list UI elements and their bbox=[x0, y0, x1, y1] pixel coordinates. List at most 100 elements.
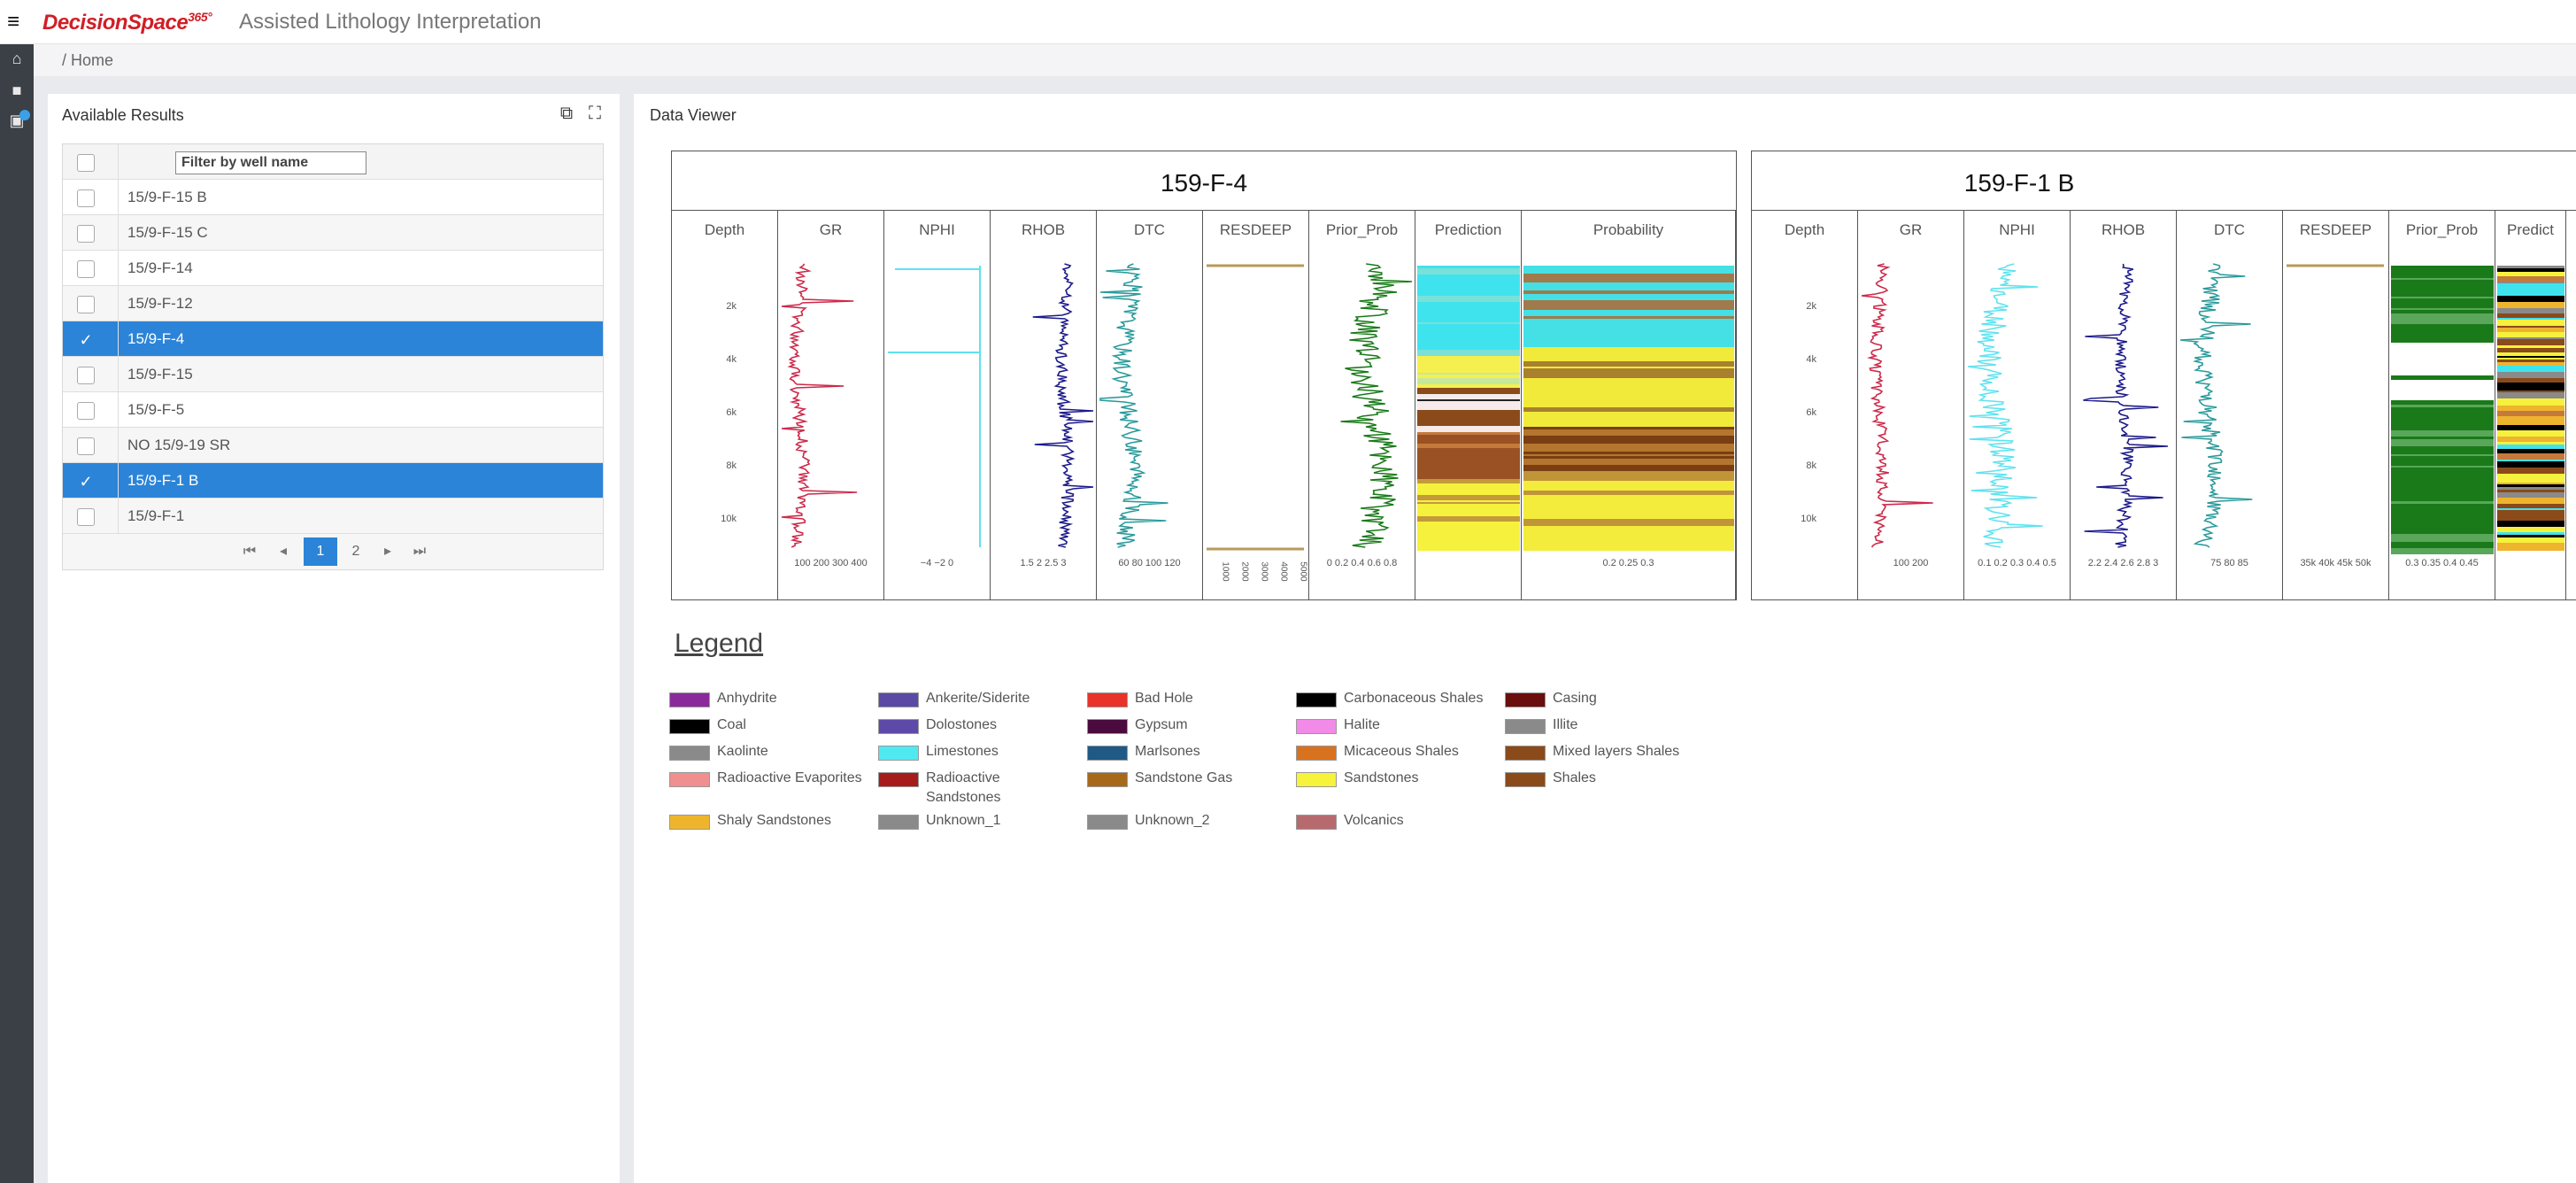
lithology-band bbox=[1417, 292, 1520, 296]
legend-item: Dolostones bbox=[878, 715, 1082, 735]
row-checkbox[interactable] bbox=[77, 402, 95, 420]
table-row[interactable]: 15/9-F-12 bbox=[63, 286, 603, 321]
sidebar: ⌂ ■ ▣ bbox=[0, 44, 34, 1183]
lithology-band bbox=[1523, 421, 1734, 427]
depth-tick: 10k bbox=[721, 514, 737, 524]
track-label: RHOB bbox=[1021, 221, 1066, 238]
lithology-band bbox=[1417, 526, 1520, 530]
row-checkbox[interactable] bbox=[77, 296, 95, 313]
lithology-band bbox=[1523, 368, 1734, 373]
axis-ticks: 75 80 85 bbox=[2210, 558, 2248, 568]
lithology-band bbox=[2391, 282, 2494, 285]
legend-swatch bbox=[1296, 746, 1337, 761]
home-icon[interactable]: ⌂ bbox=[12, 50, 22, 67]
lithology-band bbox=[2497, 510, 2564, 516]
track-container: Depth 2k 4k 6k 8k 10k GR 100 200 NPHI 0.1 0.2 0.3… bbox=[1752, 210, 2576, 599]
lithology-band bbox=[1523, 534, 1734, 536]
lithology-band bbox=[1523, 373, 1734, 375]
last-page-icon[interactable]: ⏭ bbox=[413, 544, 427, 559]
depth-tick: 4k bbox=[1806, 354, 1816, 365]
lithology-band bbox=[1417, 356, 1520, 360]
track-depth: Depth 2k 4k 6k 8k 10k bbox=[672, 211, 778, 600]
lithology-band bbox=[1417, 479, 1520, 483]
lithology-band bbox=[2497, 392, 2564, 398]
lithology-band bbox=[2391, 446, 2494, 448]
page-1-button[interactable]: 1 bbox=[304, 537, 337, 566]
page-2-button[interactable]: 2 bbox=[351, 544, 360, 559]
depth-tick: 6k bbox=[726, 407, 737, 418]
lithology-band bbox=[1417, 426, 1520, 432]
lithology-band bbox=[2391, 542, 2494, 546]
table-row[interactable]: ✓ 15/9-F-1 B bbox=[63, 463, 603, 499]
row-checkbox[interactable] bbox=[77, 508, 95, 526]
lithology-band bbox=[1417, 401, 1520, 407]
legend-swatch bbox=[878, 692, 919, 707]
prev-page-icon[interactable]: ◂ bbox=[279, 544, 288, 559]
table-row[interactable]: 15/9-F-1 bbox=[63, 499, 603, 534]
legend-item: Coal bbox=[669, 715, 873, 735]
lithology-band bbox=[2391, 454, 2494, 456]
legend-item: Shaly Sandstones bbox=[669, 811, 873, 831]
table-row[interactable]: 15/9-F-15 bbox=[63, 357, 603, 392]
lithology-band bbox=[1523, 500, 1734, 503]
table-row[interactable]: 15/9-F-15 B bbox=[63, 180, 603, 215]
track-label: GR bbox=[819, 221, 843, 238]
lithology-band bbox=[2391, 272, 2494, 278]
lithology-band bbox=[1417, 439, 1520, 444]
lithology-band bbox=[1417, 302, 1520, 306]
lithology-band bbox=[2497, 268, 2564, 272]
row-checkbox[interactable] bbox=[77, 437, 95, 455]
well-plot-159-F-4: 159-F-4 Depth 2k 4k 6k 8k 10k GR 100 200 300 40… bbox=[671, 151, 1737, 600]
briefcase-icon[interactable]: ■ bbox=[12, 81, 22, 99]
track-label: Depth bbox=[1784, 221, 1825, 238]
lithology-band bbox=[2391, 424, 2494, 430]
hamburger-menu-icon[interactable]: ≡ bbox=[6, 10, 19, 34]
legend-item: Anhydrite bbox=[669, 689, 873, 708]
row-checkbox-checked[interactable]: ✓ bbox=[79, 473, 93, 491]
legend-swatch bbox=[669, 815, 710, 830]
axis-ticks: 2.2 2.4 2.6 2.8 3 bbox=[2087, 558, 2159, 568]
row-checkbox[interactable] bbox=[77, 367, 95, 384]
table-row[interactable]: 15/9-F-14 bbox=[63, 251, 603, 286]
lithology-band bbox=[2391, 456, 2494, 460]
lithology-band bbox=[1523, 286, 1734, 290]
lithology-band bbox=[2497, 411, 2564, 416]
lithology-band bbox=[1417, 421, 1520, 426]
row-checkbox[interactable] bbox=[77, 260, 95, 278]
lithology-band bbox=[2391, 534, 2494, 539]
lithology-band bbox=[2391, 308, 2494, 310]
table-row[interactable]: ✓ 15/9-F-4 bbox=[63, 321, 603, 357]
lithology-band bbox=[2391, 280, 2494, 282]
select-all-checkbox[interactable] bbox=[77, 154, 95, 172]
filter-well-input[interactable] bbox=[175, 151, 366, 174]
row-checkbox-checked[interactable]: ✓ bbox=[79, 331, 93, 349]
row-checkbox[interactable] bbox=[77, 189, 95, 207]
lithology-band bbox=[2497, 487, 2564, 490]
lithology-band bbox=[1523, 266, 1734, 270]
legend-item: Shales bbox=[1505, 769, 1708, 788]
popout-icon[interactable]: ⧉ bbox=[559, 104, 574, 123]
row-checkbox[interactable] bbox=[77, 225, 95, 243]
next-page-icon[interactable]: ▸ bbox=[383, 544, 392, 559]
lithology-band bbox=[2391, 278, 2494, 280]
legend-swatch bbox=[878, 772, 919, 787]
table-row[interactable]: NO 15/9-19 SR bbox=[63, 428, 603, 463]
lithology-band bbox=[2497, 492, 2564, 498]
lithology-band bbox=[1523, 491, 1734, 495]
track-plot-depth bbox=[672, 211, 778, 600]
lithology-band bbox=[1523, 446, 1734, 452]
first-page-icon[interactable]: ⏮ bbox=[243, 544, 257, 559]
table-row[interactable]: 15/9-F-15 C bbox=[63, 215, 603, 251]
lithology-band bbox=[2391, 357, 2494, 362]
lithology-band bbox=[2391, 362, 2494, 368]
lithology-band bbox=[2497, 356, 2564, 358]
track-nphi: NPHI 0.1 0.2 0.3 0.4 0.5 bbox=[1964, 211, 2071, 599]
breadcrumb[interactable]: / Home bbox=[62, 51, 114, 69]
lithology-band bbox=[2391, 400, 2494, 405]
lithology-band bbox=[1417, 467, 1520, 470]
lithology-band bbox=[1417, 516, 1520, 522]
lithology-band bbox=[1523, 282, 1734, 286]
table-row[interactable]: 15/9-F-5 bbox=[63, 392, 603, 428]
lithology-band bbox=[1417, 322, 1520, 324]
fullscreen-icon[interactable]: ⛶ bbox=[589, 104, 601, 123]
